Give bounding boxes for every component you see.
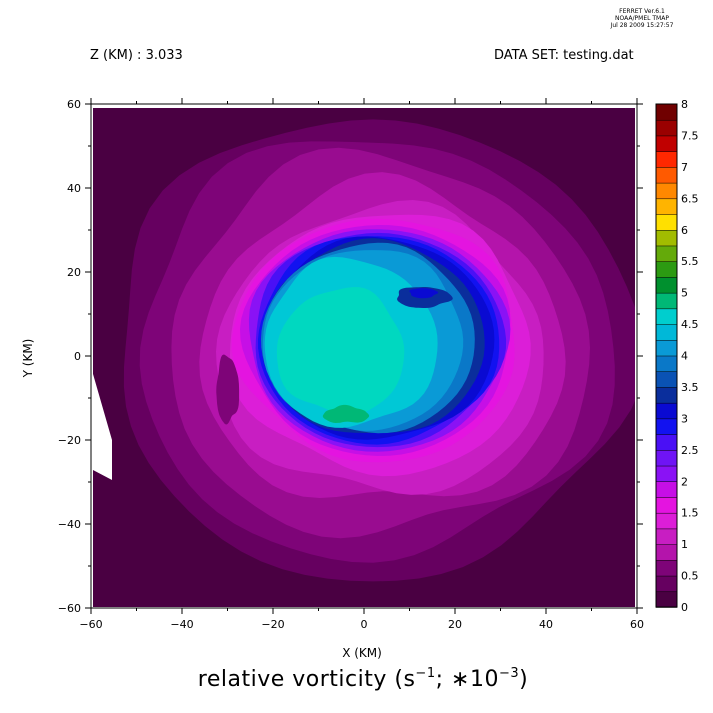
axes: −60 −40 −20 0 20 40 60 −60 −40 −20 0 20 40 60 bbox=[58, 98, 644, 631]
colorbar-label: 5 bbox=[681, 287, 688, 300]
colorbar-swatch bbox=[655, 198, 678, 215]
z-level-label: Z (KM) : 3.033 bbox=[90, 48, 183, 63]
y-tick-label: 0 bbox=[74, 350, 81, 363]
y-tick-label: 40 bbox=[67, 182, 81, 195]
ferret-stamp: FERRET Ver.6.1 NOAA/PMEL TMAP Jul 28 200… bbox=[596, 8, 688, 29]
colorbar-label: 2.5 bbox=[681, 444, 699, 457]
colorbar-swatch bbox=[655, 386, 678, 404]
y-tick-label: −40 bbox=[58, 518, 81, 531]
colorbar-swatch bbox=[655, 150, 678, 168]
colorbar-swatch bbox=[655, 465, 678, 482]
colorbar-swatch bbox=[655, 496, 678, 514]
colorbar-swatch bbox=[655, 276, 678, 294]
colorbar-swatch bbox=[655, 543, 678, 561]
colorbar-swatch bbox=[655, 575, 678, 593]
title-prefix: relative vorticity (s bbox=[197, 667, 416, 692]
title-exp-2: −3 bbox=[498, 666, 520, 681]
chart-title: relative vorticity (s−1; ∗10−3) bbox=[198, 666, 528, 692]
title-suffix: ) bbox=[519, 667, 529, 692]
colorbar-frame bbox=[655, 103, 678, 608]
colorbar-swatch bbox=[655, 245, 678, 262]
x-tick-label: 0 bbox=[361, 618, 368, 631]
colorbar-swatch bbox=[655, 481, 678, 498]
colorbar-swatch bbox=[655, 213, 678, 231]
colorbar-label: 0 bbox=[681, 601, 688, 614]
title-exp-1: −1 bbox=[415, 666, 436, 681]
colorbar-swatch bbox=[655, 433, 678, 451]
colorbar-swatch bbox=[655, 229, 678, 247]
x-tick-label: −40 bbox=[170, 618, 193, 631]
core-max-patch bbox=[322, 404, 370, 423]
colorbar-swatch bbox=[655, 119, 678, 137]
colorbar-swatch bbox=[655, 402, 678, 420]
colorbar-swatch bbox=[655, 182, 678, 200]
vortex-core-inner bbox=[276, 287, 405, 416]
x-axis-label: X (KM) bbox=[342, 646, 382, 660]
y-tick-label: −20 bbox=[58, 434, 81, 447]
colorbar-label: 4.5 bbox=[681, 318, 699, 331]
west-streak bbox=[216, 354, 240, 425]
colorbar-label: 6.5 bbox=[681, 192, 699, 205]
colorbar-label: 1 bbox=[681, 538, 688, 551]
inner-low-center bbox=[409, 288, 439, 299]
colorbar-label: 7.5 bbox=[681, 129, 699, 142]
colorbar-label: 2 bbox=[681, 475, 688, 488]
colorbar: 0 0.5 1 1.5 2 2.5 3 3.5 4 4.5 5 5.5 6 6.5 7 7.5 8 bbox=[655, 98, 699, 614]
x-tick-label: −60 bbox=[79, 618, 102, 631]
x-tick-label: 40 bbox=[539, 618, 553, 631]
colorbar-swatch bbox=[655, 103, 678, 121]
missing-data-region bbox=[93, 374, 112, 480]
stamp-line-1: FERRET Ver.6.1 bbox=[619, 8, 665, 15]
colorbar-swatch bbox=[655, 418, 678, 435]
colorbar-label: 0.5 bbox=[681, 570, 699, 583]
colorbar-swatch bbox=[655, 308, 678, 325]
x-tick-label: −20 bbox=[261, 618, 284, 631]
colorbar-swatch bbox=[655, 591, 678, 608]
colorbar-swatch bbox=[655, 323, 678, 341]
colorbar-swatch bbox=[655, 512, 678, 530]
y-axis-label: Y (KM) bbox=[21, 338, 35, 378]
colorbar-label: 3.5 bbox=[681, 381, 699, 394]
colorbar-label: 3 bbox=[681, 412, 688, 425]
dataset-label: DATA SET: testing.dat bbox=[494, 48, 634, 63]
colorbar-swatch bbox=[655, 135, 678, 152]
colorbar-swatch bbox=[655, 370, 678, 388]
x-tick-label: 60 bbox=[630, 618, 644, 631]
stamp-line-2: NOAA/PMEL TMAP bbox=[615, 15, 669, 22]
contour-field bbox=[93, 108, 635, 607]
colorbar-swatch bbox=[655, 260, 678, 278]
colorbar-swatch bbox=[655, 528, 678, 545]
y-tick-label: −60 bbox=[58, 602, 81, 615]
x-tick-label: 20 bbox=[448, 618, 462, 631]
colorbar-label: 1.5 bbox=[681, 507, 699, 520]
colorbar-label: 7 bbox=[681, 161, 688, 174]
colorbar-label: 5.5 bbox=[681, 255, 699, 268]
colorbar-swatch bbox=[655, 339, 678, 357]
colorbar-swatch bbox=[655, 449, 678, 467]
colorbar-label: 6 bbox=[681, 224, 688, 237]
colorbar-swatch bbox=[655, 559, 678, 577]
stamp-line-3: Jul 28 2009 15:27:57 bbox=[610, 22, 674, 29]
y-tick-label: 60 bbox=[67, 98, 81, 111]
colorbar-swatch bbox=[655, 355, 678, 372]
colorbar-label: 4 bbox=[681, 350, 688, 363]
colorbar-label: 8 bbox=[681, 98, 688, 111]
colorbar-swatch bbox=[655, 166, 678, 184]
title-middle: ; ∗10 bbox=[435, 667, 499, 692]
y-tick-label: 20 bbox=[67, 266, 81, 279]
colorbar-swatch bbox=[655, 292, 678, 310]
